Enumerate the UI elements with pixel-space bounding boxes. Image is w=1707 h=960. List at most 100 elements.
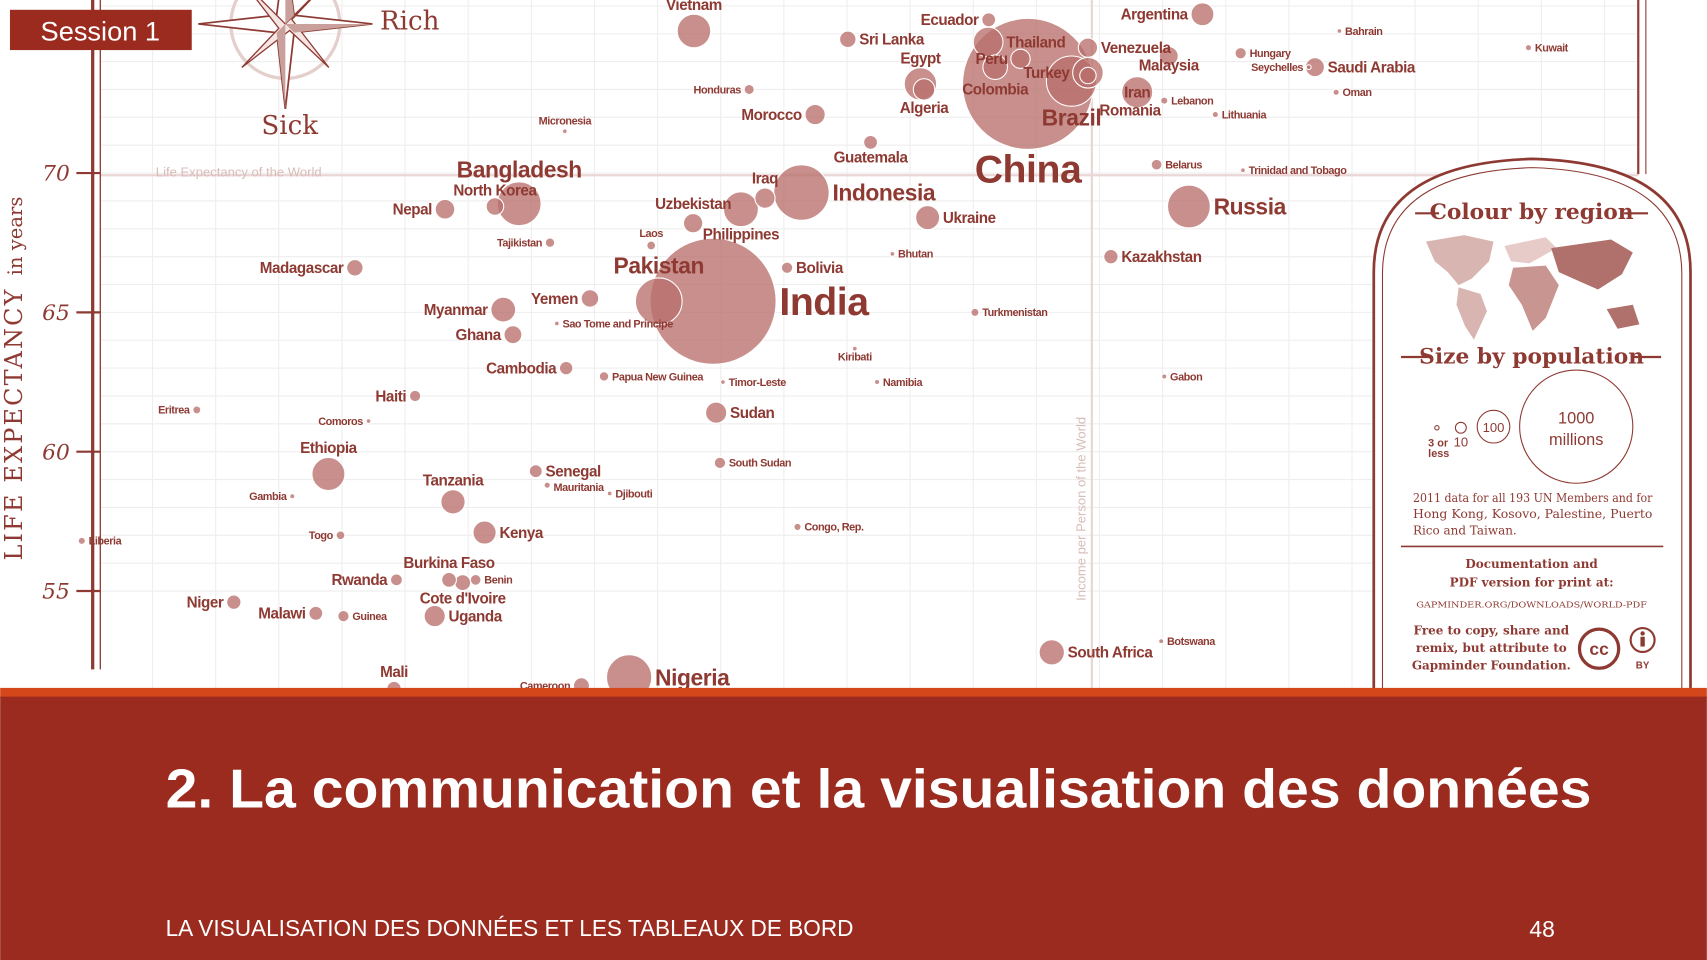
world-income-label: Income per Person of the World bbox=[1073, 417, 1088, 601]
bubble-label-liberia: Liberia bbox=[89, 536, 123, 548]
bubble-label-seychelles: Seychelles bbox=[1251, 62, 1303, 74]
bubble-timor-leste bbox=[719, 379, 726, 385]
bubble-label-romania: Romania bbox=[1099, 103, 1161, 120]
bubble-label-lithuania: Lithuania bbox=[1222, 109, 1268, 121]
compass-rose-icon bbox=[198, 0, 373, 109]
bubble-turkmenistan bbox=[970, 307, 980, 317]
legend-license: remix, but attribute to bbox=[1416, 641, 1567, 655]
bubble-label-russia: Russia bbox=[1214, 193, 1287, 219]
bubble-guinea bbox=[337, 609, 350, 623]
bubble-label-bangladesh: Bangladesh bbox=[457, 156, 582, 182]
bubble-label-iran: Iran bbox=[1124, 85, 1150, 102]
bubble-trinidad-and-tobago bbox=[1240, 167, 1246, 174]
bubble-sudan bbox=[705, 401, 728, 424]
bubble-indonesia bbox=[773, 164, 830, 221]
bubble-label-laos: Laos bbox=[639, 228, 663, 240]
bubble-label-mali: Mali bbox=[380, 664, 408, 681]
slide-title: 2. La communication et la visualisation … bbox=[166, 759, 1592, 820]
bubble-niger bbox=[226, 594, 242, 610]
bubble-bolivia bbox=[780, 261, 794, 275]
bubble-label-algeria: Algeria bbox=[900, 100, 950, 117]
bubble-uzbekistan bbox=[682, 213, 704, 234]
size-legend-label: millions bbox=[1549, 431, 1603, 449]
bubble-algeria bbox=[912, 78, 936, 101]
bubble-label-congo-rep-: Congo, Rep. bbox=[804, 522, 864, 534]
bubble-seychelles bbox=[1305, 64, 1312, 71]
bubble-haiti bbox=[408, 389, 422, 403]
y-tick-label: 70 bbox=[42, 162, 70, 187]
bubble-label-mauritania: Mauritania bbox=[554, 482, 605, 494]
session-badge-label: Session 1 bbox=[41, 15, 160, 46]
bubble-rwanda bbox=[389, 573, 403, 587]
bubble-comoros bbox=[365, 418, 372, 424]
bubble-namibia bbox=[873, 378, 881, 386]
y-axis-label-unit: in years bbox=[4, 197, 27, 276]
bubble-south-africa bbox=[1038, 639, 1065, 666]
bubble-label-philippines: Philippines bbox=[703, 227, 779, 244]
bubble-pakistan bbox=[634, 277, 683, 326]
legend-url-link[interactable]: GAPMINDER.ORG/DOWNLOADS/WORLD-PDF bbox=[1416, 600, 1647, 610]
bubble-label-eritrea: Eritrea bbox=[158, 405, 191, 417]
bubble-label-indonesia: Indonesia bbox=[832, 180, 935, 206]
bubble-label-kazakhstan: Kazakhstan bbox=[1121, 249, 1201, 266]
bubble-label-rwanda: Rwanda bbox=[331, 572, 388, 589]
world-life-expectancy-label: Life Expectancy of the World bbox=[156, 164, 322, 179]
bubble-label-togo: Togo bbox=[309, 530, 334, 542]
bubble-label-ethiopia: Ethiopia bbox=[300, 440, 358, 457]
bubble-south-sudan bbox=[713, 456, 727, 470]
bubble-iran bbox=[1121, 76, 1154, 109]
bubble-eritrea bbox=[192, 405, 202, 415]
y-tick-label: 55 bbox=[42, 580, 70, 605]
bubble-kenya bbox=[472, 520, 497, 545]
bubble-senegal bbox=[528, 464, 543, 479]
accent-strip bbox=[0, 687, 1707, 698]
bubble-gabon bbox=[1161, 373, 1168, 380]
bubble-label-turkmenistan: Turkmenistan bbox=[982, 307, 1047, 319]
bubble-label-sudan: Sudan bbox=[730, 405, 774, 422]
page-number: 48 bbox=[1529, 916, 1554, 942]
bubble-malawi bbox=[308, 605, 324, 621]
bubble-djibouti bbox=[606, 490, 613, 497]
bubble-tanzania bbox=[440, 489, 466, 515]
bubble-burkina-faso bbox=[441, 571, 457, 588]
bubble-label-cambodia: Cambodia bbox=[486, 360, 557, 377]
bubble-label-senegal: Senegal bbox=[545, 464, 601, 481]
compass-sick-label: Sick bbox=[261, 111, 318, 141]
bubble-label-ukraine: Ukraine bbox=[943, 210, 996, 227]
bubble-label-benin: Benin bbox=[484, 575, 512, 587]
bubble-papua-new-guinea bbox=[598, 371, 610, 382]
bubble-north-korea bbox=[485, 197, 505, 216]
bubble-label-bolivia: Bolivia bbox=[796, 260, 844, 277]
bubble-label-oman: Oman bbox=[1343, 87, 1372, 99]
bubble-label-micronesia: Micronesia bbox=[539, 116, 593, 128]
bubble-malaysia bbox=[1158, 46, 1179, 67]
bubble-label-myanmar: Myanmar bbox=[424, 302, 488, 319]
attribution-icon: BY bbox=[1629, 626, 1656, 671]
bubble-label-trinidad-and-tobago: Trinidad and Tobago bbox=[1249, 165, 1348, 177]
legend-doc: PDF version for print at: bbox=[1450, 576, 1614, 590]
bubble-label-haiti: Haiti bbox=[375, 388, 406, 405]
legend-panel: Colour by region Size by population 3 or… bbox=[1372, 157, 1692, 697]
size-legend-label: 100 bbox=[1483, 420, 1505, 435]
bubble-label-guatemala: Guatemala bbox=[834, 149, 909, 166]
bubble-bahrain bbox=[1336, 28, 1343, 34]
bubble-sri-lanka bbox=[839, 30, 857, 49]
bubble-label-burkina-faso: Burkina Faso bbox=[403, 555, 494, 572]
bubble-label-yemen: Yemen bbox=[531, 291, 578, 308]
bubble-label-uzbekistan: Uzbekistan bbox=[655, 196, 731, 213]
bubble-hungary bbox=[1234, 47, 1247, 60]
y-tick-label: 60 bbox=[42, 440, 70, 465]
legend-license: Gapminder Foundation. bbox=[1412, 658, 1571, 672]
bubble-label-sri-lanka: Sri Lanka bbox=[859, 32, 925, 49]
bubble-label-namibia: Namibia bbox=[883, 377, 924, 389]
bubble-label-nigeria: Nigeria bbox=[655, 664, 730, 690]
bubble-benin bbox=[469, 573, 482, 586]
bubble-togo bbox=[335, 530, 346, 541]
size-legend-circle bbox=[1519, 369, 1634, 484]
bubble-gambia bbox=[289, 493, 296, 500]
world-map-icon bbox=[1426, 235, 1640, 340]
bubble-label-argentina: Argentina bbox=[1121, 7, 1189, 24]
bubble-label-guinea: Guinea bbox=[352, 611, 388, 623]
legend-license: Free to copy, share and bbox=[1414, 624, 1570, 638]
